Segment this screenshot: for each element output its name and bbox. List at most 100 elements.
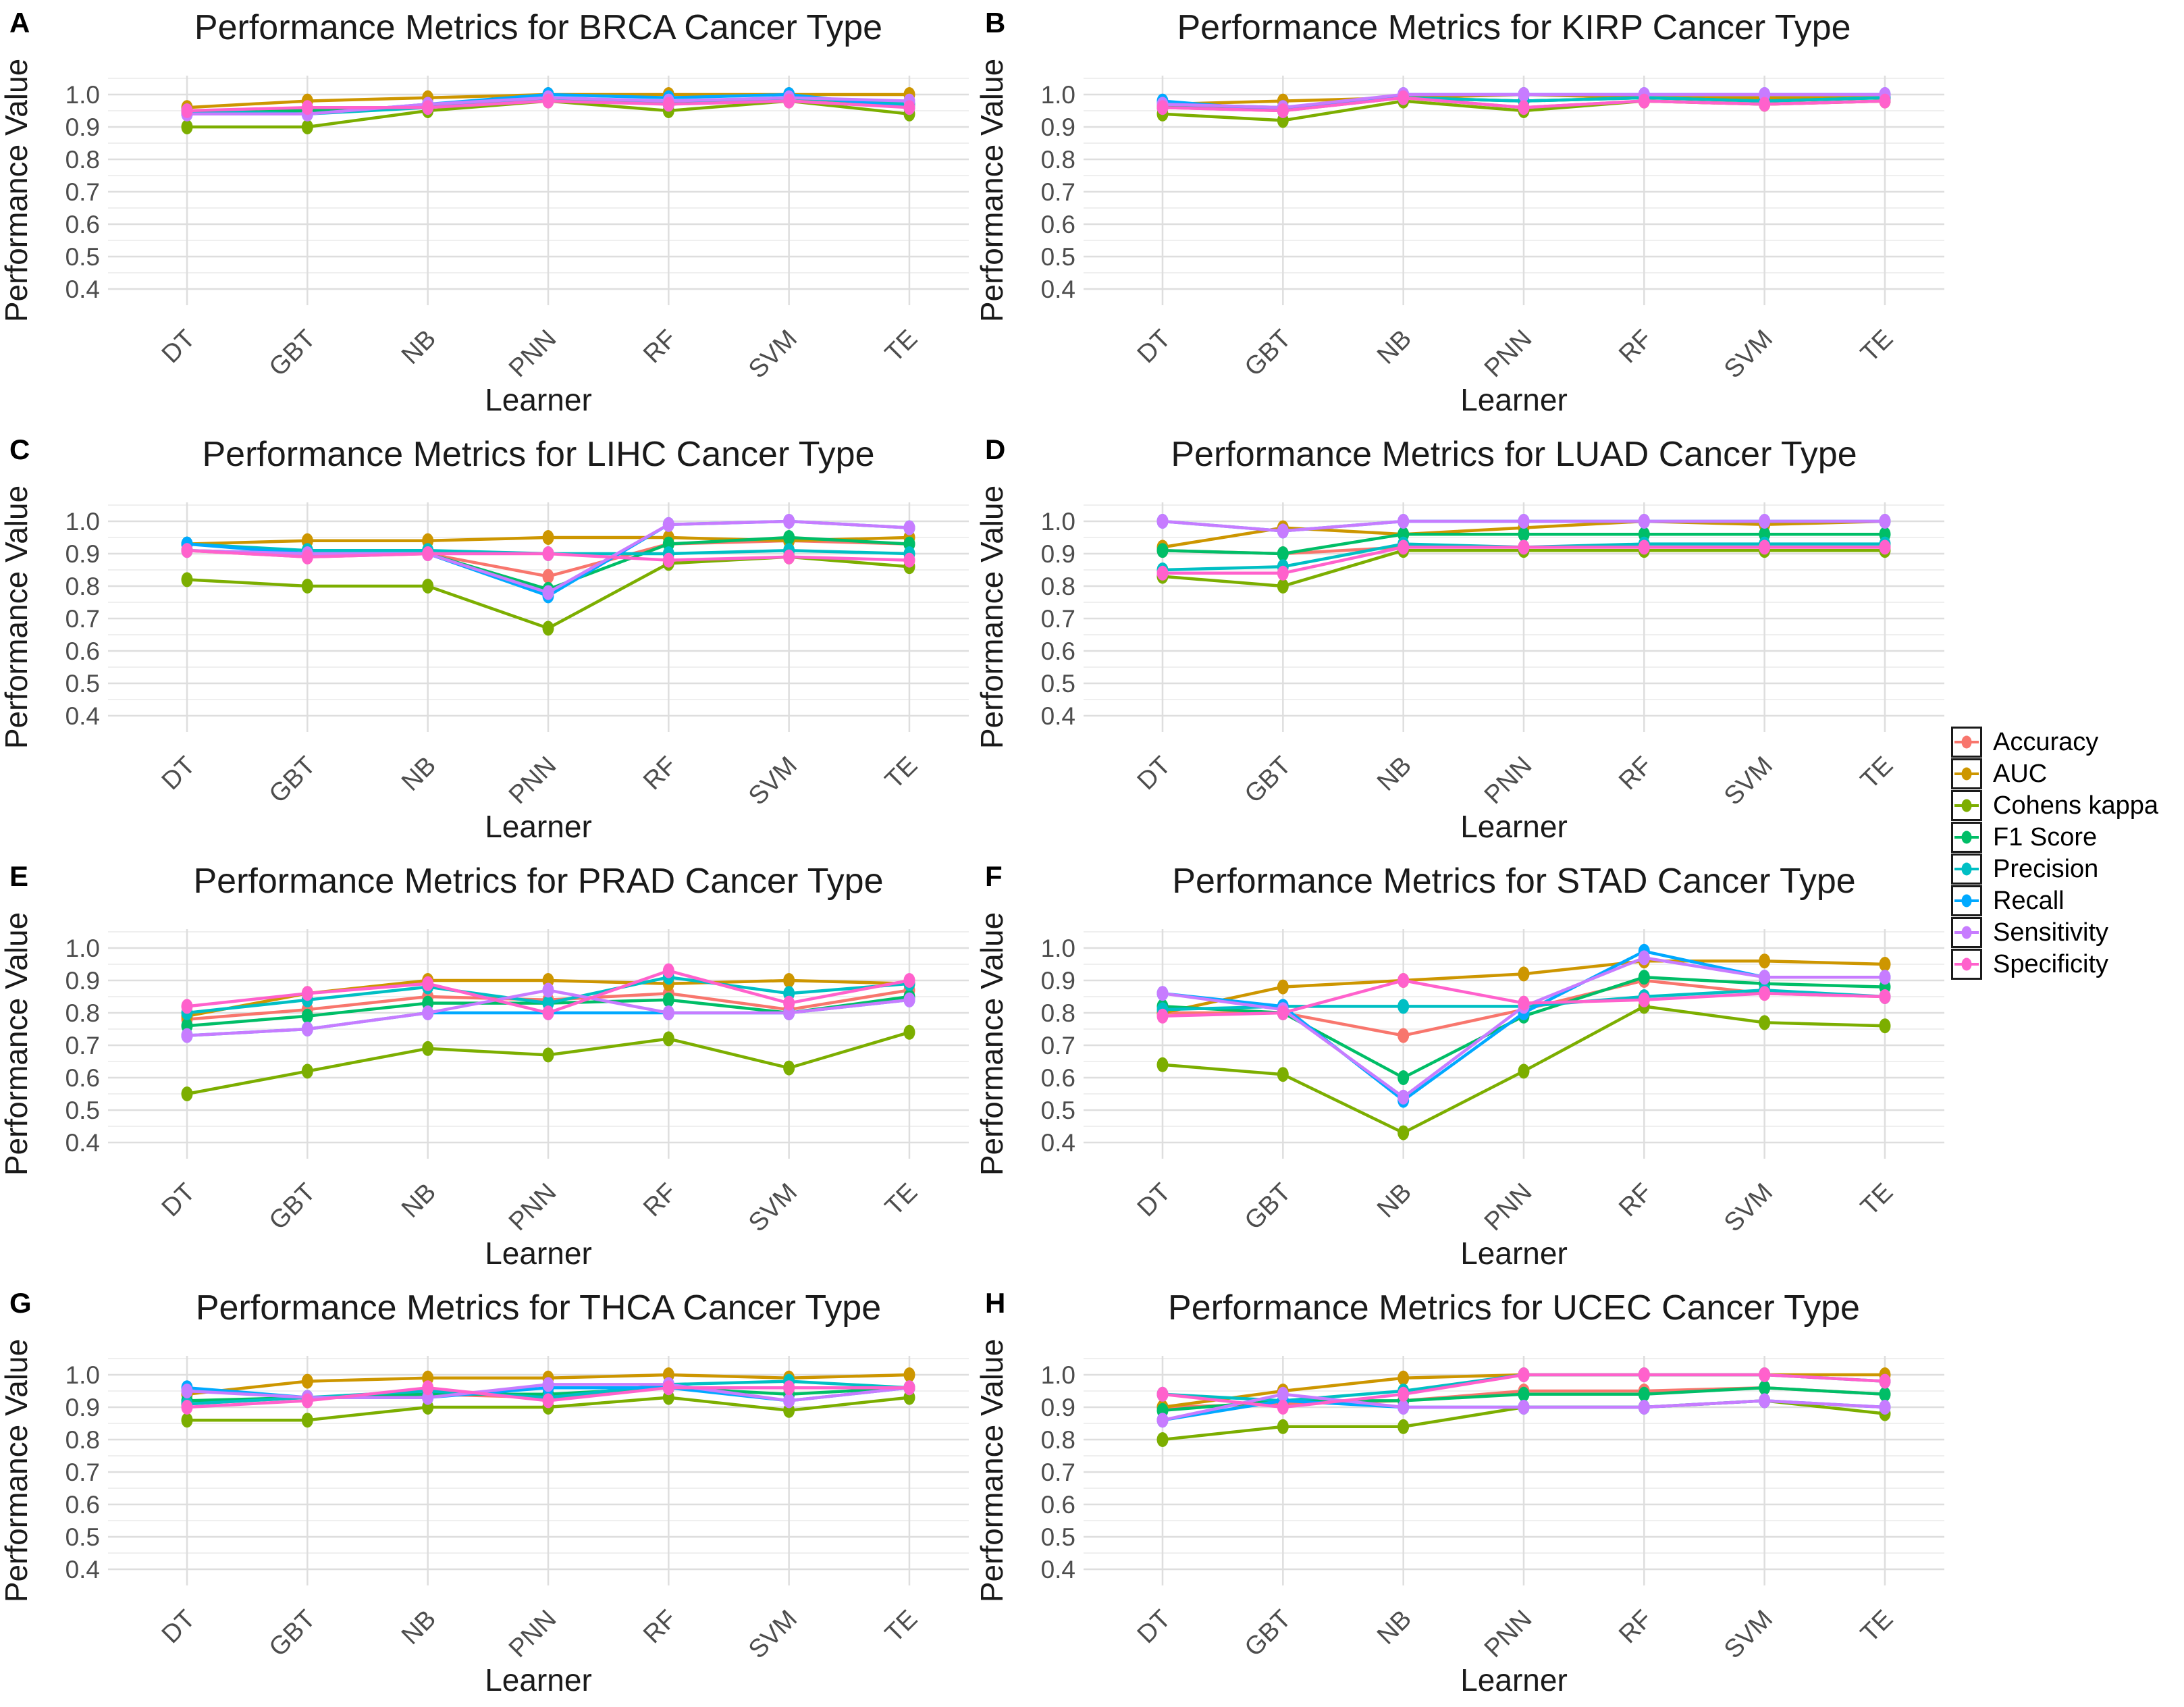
- panel-E-cell: E Performance Metrics for PRAD Cancer Typ…: [0, 854, 976, 1280]
- data-point-sensitivity: [1879, 970, 1891, 985]
- y-tick-label: 0.7: [1041, 605, 1075, 633]
- data-point-specificity: [662, 97, 674, 112]
- data-point-specificity: [1277, 565, 1289, 581]
- legend-label-f1-score: F1 Score: [1993, 822, 2098, 851]
- legend-label-cohens-kappa: Cohens kappa: [1993, 791, 2159, 820]
- x-axis-label: Learner: [1460, 1662, 1568, 1698]
- data-point-cohens-kappa: [1397, 1125, 1410, 1140]
- legend-key-glyph-auc: [1954, 767, 1979, 781]
- data-point-specificity: [1638, 992, 1650, 1007]
- y-tick-label: 0.7: [65, 1032, 100, 1059]
- data-point-specificity: [1759, 986, 1771, 1001]
- legend-label-sensitivity: Sensitivity: [1993, 918, 2109, 947]
- data-point-specificity: [181, 103, 193, 118]
- legend-key-glyph-recall: [1954, 894, 1979, 908]
- panel-letter: F: [985, 860, 1003, 892]
- x-axis-label: Learner: [485, 809, 592, 844]
- y-tick-label: 0.5: [65, 1097, 100, 1124]
- legend-item-precision: Precision: [1951, 854, 2098, 885]
- legend-key-glyph-sensitivity: [1954, 926, 1979, 939]
- legend-key-glyph-specificity: [1954, 957, 1979, 971]
- data-point-specificity: [1397, 90, 1410, 105]
- data-point-cohens-kappa: [181, 1413, 193, 1428]
- data-point-auc: [1879, 957, 1891, 972]
- y-tick-label: 0.8: [65, 1426, 100, 1454]
- y-tick-label: 0.7: [1041, 178, 1075, 206]
- data-point-specificity: [662, 552, 674, 568]
- data-point-specificity: [1156, 565, 1169, 581]
- data-point-cohens-kappa: [1879, 1018, 1891, 1034]
- y-tick-label: 1.0: [65, 1361, 100, 1389]
- legend-label-specificity: Specificity: [1993, 949, 2109, 978]
- panel-background: [976, 427, 1951, 854]
- y-tick-label: 0.9: [1041, 1394, 1075, 1421]
- y-tick-label: 0.7: [65, 605, 100, 633]
- data-point-sensitivity: [1397, 1400, 1410, 1415]
- data-point-specificity: [301, 1393, 313, 1409]
- panel-background: [0, 427, 976, 854]
- legend-item-auc: AUC: [1951, 758, 2047, 790]
- legend-item-cohens-kappa: Cohens kappa: [1951, 790, 2158, 822]
- data-point-sensitivity: [1759, 970, 1771, 985]
- panel-G-chart: G Performance Metrics for THCA Cancer Typ…: [0, 1280, 976, 1707]
- data-point-cohens-kappa: [1277, 1419, 1289, 1434]
- legend-key-point: [1961, 799, 1972, 812]
- data-point-specificity: [301, 549, 313, 564]
- y-tick-label: 0.9: [1041, 113, 1075, 141]
- panel-title: Performance Metrics for KIRP Cancer Type: [1177, 8, 1850, 47]
- x-axis-label: Learner: [1460, 809, 1568, 844]
- panel-F-chart: F Performance Metrics for STAD Cancer Typ…: [976, 854, 1951, 1280]
- data-point-f1-score: [783, 530, 795, 545]
- data-point-sensitivity: [542, 982, 554, 998]
- data-point-specificity: [1518, 995, 1530, 1011]
- data-point-specificity: [1879, 989, 1891, 1004]
- data-point-sensitivity: [1638, 1400, 1650, 1415]
- data-point-f1-score: [1518, 1386, 1530, 1402]
- data-point-specificity: [181, 543, 193, 558]
- panel-background: [0, 0, 976, 427]
- data-point-specificity: [1397, 1386, 1410, 1402]
- data-point-specificity: [903, 973, 915, 988]
- data-point-f1-score: [1638, 970, 1650, 985]
- legend-key-f1-score: [1951, 822, 1982, 853]
- data-point-specificity: [181, 999, 193, 1014]
- data-point-auc: [903, 1367, 915, 1382]
- panel-letter: B: [985, 7, 1005, 38]
- panel-H-cell: H Performance Metrics for UCEC Cancer Typ…: [976, 1280, 1951, 1707]
- legend-key-recall: [1951, 885, 1982, 916]
- y-axis-label: Performance Value: [0, 485, 34, 749]
- data-point-sensitivity: [1518, 87, 1530, 102]
- y-axis-label: Performance Value: [976, 485, 1009, 749]
- y-tick-label: 0.8: [65, 573, 100, 600]
- y-tick-label: 0.5: [1041, 1097, 1075, 1124]
- y-tick-label: 0.8: [65, 146, 100, 174]
- data-point-specificity: [1277, 1400, 1289, 1415]
- y-tick-label: 0.4: [65, 1556, 100, 1583]
- y-tick-label: 0.6: [1041, 1064, 1075, 1092]
- y-tick-label: 0.6: [65, 211, 100, 238]
- data-point-specificity: [1156, 100, 1169, 115]
- data-point-specificity: [301, 986, 313, 1001]
- legend-label-auc: AUC: [1993, 759, 2048, 788]
- y-tick-label: 0.8: [1041, 146, 1075, 174]
- data-point-sensitivity: [1518, 514, 1530, 529]
- data-point-specificity: [662, 1380, 674, 1396]
- y-tick-label: 1.0: [1041, 508, 1075, 535]
- panel-D-cell: D Performance Metrics for LUAD Cancer Typ…: [976, 427, 1951, 854]
- data-point-specificity: [783, 1380, 795, 1396]
- data-point-cohens-kappa: [301, 120, 313, 134]
- data-point-auc: [1518, 966, 1530, 982]
- y-tick-label: 0.9: [65, 1394, 100, 1421]
- data-point-specificity: [542, 1005, 554, 1020]
- y-tick-label: 0.5: [65, 243, 100, 271]
- data-point-specificity: [1156, 1008, 1169, 1024]
- y-tick-label: 0.6: [1041, 211, 1075, 238]
- data-point-sensitivity: [1397, 1089, 1410, 1105]
- y-tick-label: 0.7: [65, 1459, 100, 1486]
- data-point-sensitivity: [1759, 514, 1771, 529]
- y-tick-label: 0.9: [1041, 967, 1075, 995]
- data-point-cohens-kappa: [181, 572, 193, 587]
- data-point-specificity: [903, 100, 915, 115]
- data-point-auc: [542, 530, 554, 545]
